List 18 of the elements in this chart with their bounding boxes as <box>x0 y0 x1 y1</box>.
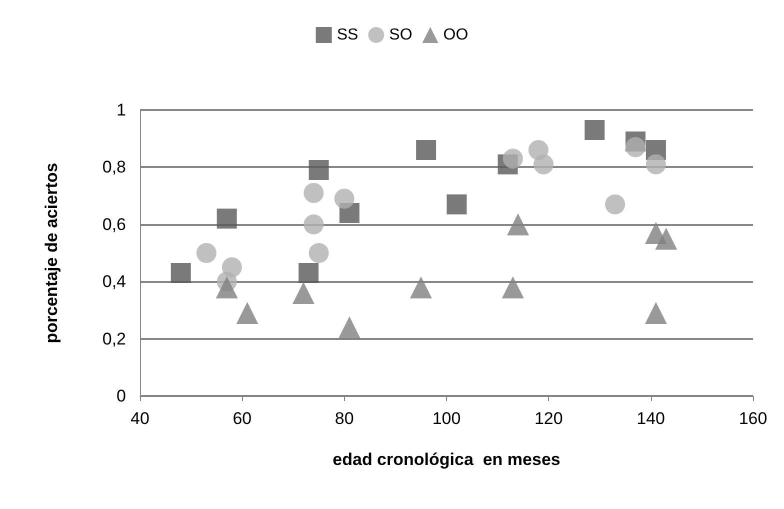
x-tick-label: 120 <box>534 409 563 428</box>
x-tick-label: 100 <box>432 409 461 428</box>
legend-label: SO <box>389 26 412 44</box>
y-tick-label: 0,4 <box>102 272 126 292</box>
y-tick-label: 0,2 <box>102 329 126 348</box>
legend-label: SS <box>336 26 358 44</box>
x-tick-label: 140 <box>636 409 666 428</box>
y-tick-label: 0 <box>116 386 126 406</box>
y-tick-label: 0,8 <box>102 158 126 177</box>
x-tick-label: 160 <box>738 409 768 428</box>
y-tick-label: 0,6 <box>102 214 126 234</box>
x-tick-label: 80 <box>334 409 354 428</box>
y-axis-title: porcentaje de aciertos <box>42 162 61 344</box>
legend-label: OO <box>443 26 468 44</box>
y-tick-label: 1 <box>116 100 126 120</box>
x-axis-title: edad cronológica en meses <box>332 450 560 469</box>
x-tick-label: 60 <box>232 409 252 428</box>
x-tick-label: 40 <box>130 409 150 428</box>
